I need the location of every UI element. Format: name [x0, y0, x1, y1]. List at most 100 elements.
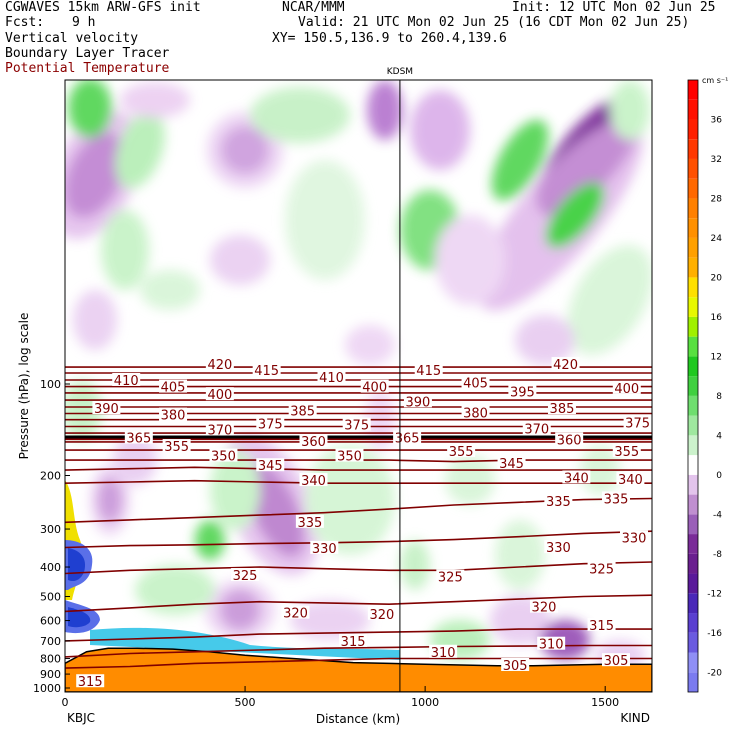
field-vertical-velocity: Vertical velocity	[5, 31, 139, 46]
vertical-velocity-shading: 420 415 410 410 415 420 405 400 400 405 395 400 390 3…	[65, 80, 652, 692]
theta-label: 390	[94, 402, 119, 417]
theta-label-bg	[436, 569, 465, 583]
theta-contour-325	[65, 561, 652, 575]
x-tick-label: 500	[235, 696, 256, 709]
colorbar-tick-label: 24	[711, 234, 723, 244]
colorbar-swatch	[688, 613, 698, 633]
theta-label: 355	[449, 445, 474, 460]
theta-label: 385	[550, 402, 575, 417]
theta-label-bg	[288, 403, 317, 417]
theta-label: 350	[211, 450, 236, 465]
theta-label-bg	[231, 568, 260, 582]
theta-label-bg	[587, 561, 616, 575]
x-tick-label: 0	[62, 696, 69, 709]
theta-label: 420	[207, 358, 232, 373]
y-tick-label: 300	[40, 523, 61, 536]
theta-label-bg	[612, 380, 641, 394]
source-center: NCAR/MMM	[282, 0, 345, 15]
theta-label-bg	[124, 430, 153, 444]
theta-label-bg	[623, 415, 652, 429]
theta-label-bg	[551, 357, 580, 371]
theta-label: 390	[406, 395, 431, 410]
theta-label-bg	[205, 387, 234, 401]
theta-label-bg	[342, 417, 371, 431]
theta-label: 330	[622, 532, 647, 547]
theta-label-bg	[76, 674, 105, 688]
y-tick-label: 700	[40, 635, 61, 648]
theta-label-bg	[252, 363, 281, 377]
colorbar-swatch	[688, 435, 698, 456]
theta-label-bg	[299, 473, 328, 487]
colorbar-swatch	[688, 494, 698, 515]
theta-label: 415	[416, 364, 441, 379]
theta-label: 320	[283, 607, 308, 622]
theta-label: 320	[532, 601, 557, 616]
theta-label-bg	[547, 401, 576, 415]
theta-label-bg	[256, 416, 285, 430]
colorbar-tick-label: -8	[713, 550, 722, 560]
theta-label-bg	[414, 363, 443, 377]
field-boundary-layer-tracer: Boundary Layer Tracer	[5, 46, 170, 61]
colorbar-swatch	[688, 455, 698, 475]
theta-label-bg	[339, 633, 368, 647]
theta-label: 370	[524, 422, 549, 437]
colorbar-swatch	[688, 395, 698, 416]
colorbar-tick-label: 16	[711, 313, 723, 323]
theta-label: 345	[258, 459, 283, 474]
colorbar-swatch	[688, 573, 698, 594]
colorbar-swatch	[688, 99, 698, 120]
theta-label-bg	[587, 617, 616, 631]
theta-label: 375	[258, 418, 283, 433]
potential-temperature-labels: 420 415 410 410 415 420 405 400 400 405 395 400 390 3…	[76, 357, 652, 690]
theta-contour-340	[65, 479, 652, 484]
field-potential-temperature: Potential Temperature	[5, 61, 170, 76]
theta-label-bg	[497, 456, 526, 470]
boundary-layer-tracer	[65, 480, 400, 660]
x-axis-title: Distance (km)	[316, 712, 400, 726]
colorbar-swatch	[688, 415, 698, 436]
xy-endpoints: XY= 150.5,136.9 to 260.4,139.6	[272, 31, 507, 46]
theta-label: 315	[341, 635, 366, 650]
theta-label: 315	[78, 675, 103, 690]
theta-label: 325	[233, 569, 258, 584]
theta-label-bg	[281, 605, 310, 619]
colorbar-swatch	[688, 593, 698, 614]
theta-label: 405	[161, 381, 186, 396]
y-tick-label: 400	[40, 561, 61, 574]
theta-label: 330	[546, 541, 571, 556]
colorbar-tick-label: 36	[711, 115, 723, 125]
theta-label-bg	[447, 443, 476, 457]
theta-label-bg	[616, 471, 645, 485]
theta-label-bg	[601, 653, 630, 667]
colorbar-tick-label: 28	[711, 194, 723, 204]
colorbar-swatch	[688, 376, 698, 396]
theta-label-bg	[429, 644, 458, 658]
theta-label-bg	[619, 530, 648, 544]
colorbar-tick-label: 0	[716, 471, 722, 481]
theta-label: 400	[614, 382, 639, 397]
y-tick-label: 500	[40, 590, 61, 603]
theta-label: 405	[463, 377, 488, 392]
station-label-kdsm: KDSM	[387, 67, 413, 77]
theta-label: 385	[290, 404, 315, 419]
theta-label: 380	[463, 406, 488, 421]
theta-label-bg	[112, 372, 141, 386]
y-tick-label: 200	[40, 470, 61, 483]
colorbar-tick-label: 12	[711, 352, 722, 362]
colorbar-tick-label: -4	[713, 510, 722, 520]
colorbar-tick-label: 32	[711, 155, 722, 165]
model-title: CGWAVES 15km ARW-GFS init	[5, 0, 201, 15]
theta-label: 340	[618, 473, 643, 488]
theta-label: 310	[431, 646, 456, 661]
theta-label: 345	[499, 457, 524, 472]
theta-label: 305	[604, 654, 629, 669]
y-tick-label: 600	[40, 615, 61, 628]
colorbar-swatch	[688, 139, 698, 159]
theta-label: 375	[344, 419, 369, 434]
theta-label-bg	[537, 636, 566, 650]
potential-temperature-contours	[65, 366, 652, 669]
theta-label-bg	[299, 434, 328, 448]
theta-label: 355	[164, 440, 189, 455]
